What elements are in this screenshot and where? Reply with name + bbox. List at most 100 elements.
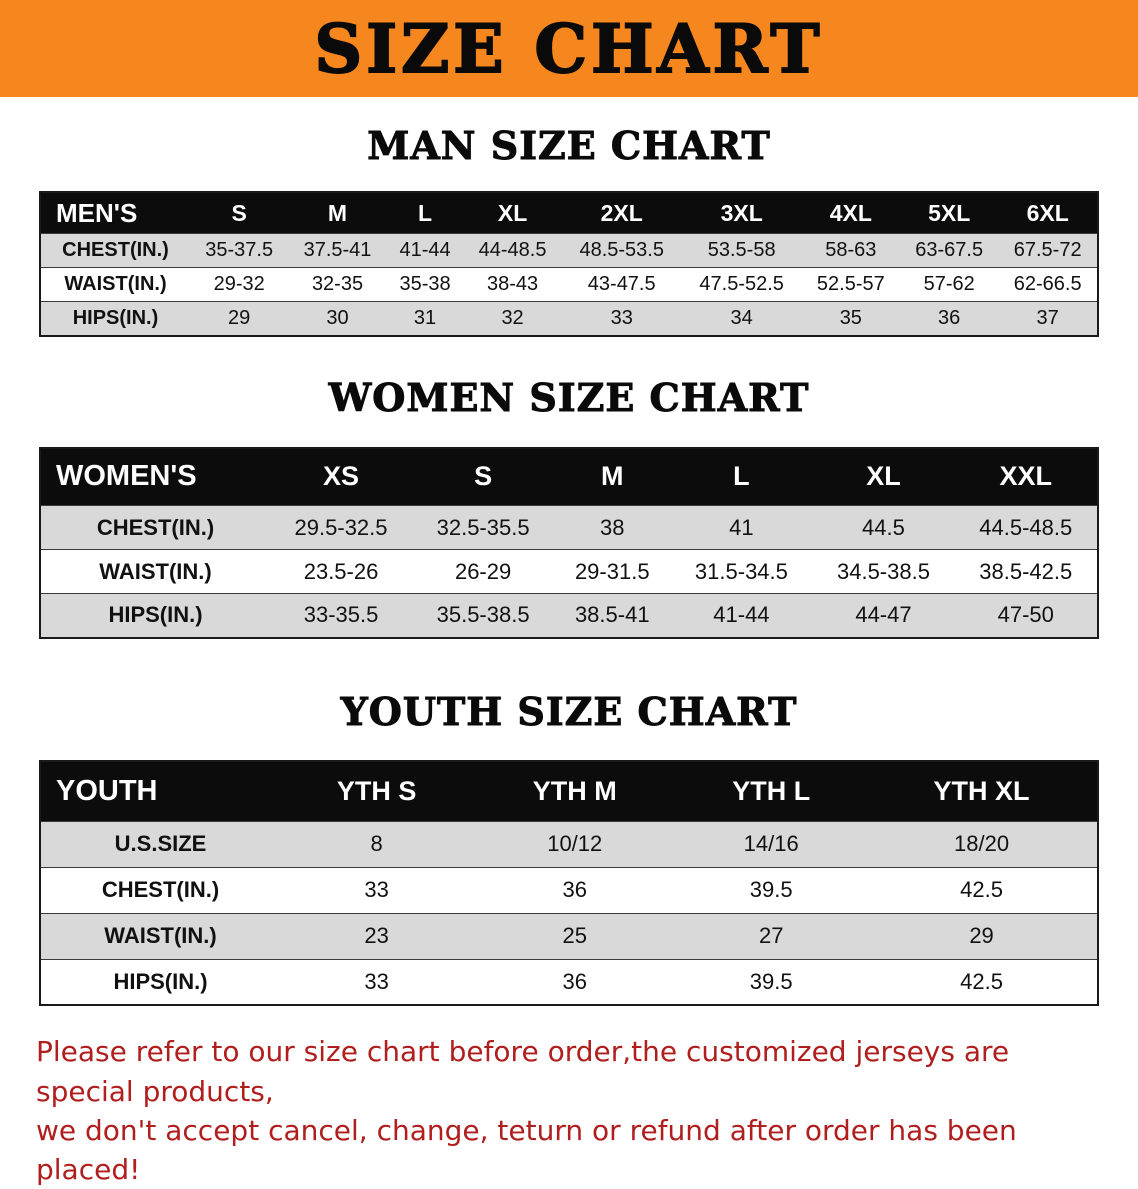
size-value: 33 [610, 307, 633, 330]
size-value: 27 [758, 923, 784, 949]
size-value: 18/20 [954, 831, 1010, 857]
size-value: 33 [364, 877, 389, 903]
table-corner-label: MEN'S [40, 191, 190, 234]
size-value: 42.5 [960, 969, 1003, 995]
size-value: 30 [326, 307, 349, 330]
size-column-header: L [670, 447, 813, 506]
size-value: 38.5-42.5 [979, 558, 1073, 584]
table-row: HIPS(IN.) 33 36 39.5 42.5 [40, 959, 1098, 1006]
size-column-header: XXL [954, 447, 1098, 506]
table-row: HIPS(IN.) 29 30 31 32 33 34 35 36 37 [40, 301, 1098, 336]
size-column-header: YTH XL [866, 761, 1098, 822]
size-value: 38.5-41 [574, 602, 650, 628]
size-value: 35 [839, 307, 862, 330]
size-value: 41 [729, 514, 754, 540]
size-value: 29 [969, 923, 994, 949]
row-label: U.S.SIZE [114, 831, 207, 857]
size-column-header: 5XL [899, 191, 999, 234]
size-value: 34.5-38.5 [836, 558, 930, 584]
youth-section-heading: YOUTH SIZE CHART [340, 688, 798, 734]
size-column-header: YTH S [280, 761, 474, 822]
size-value: 44.5-48.5 [979, 514, 1073, 540]
size-value: 23.5-26 [303, 558, 379, 584]
size-value: 42.5 [960, 877, 1003, 903]
size-column-header: L [386, 191, 464, 234]
table-row: CHEST(IN.) 35-37.5 37.5-41 41-44 44-48.5 48.5… [40, 233, 1098, 268]
size-value: 36 [938, 307, 961, 330]
youth-size-table: YOUTH YTH S YTH M YTH L YTH XL U.S.SIZE 8 10/12… [39, 760, 1099, 1007]
size-column-header: M [288, 191, 387, 234]
table-row: CHEST(IN.) 33 36 39.5 42.5 [40, 867, 1098, 914]
men-size-table: MEN'S S M L XL 2XL 3XL 4XL 5XL 6XL CHEST(IN.) 35-37… [39, 190, 1099, 337]
size-column-header: S [190, 191, 289, 234]
size-value: 39.5 [749, 877, 793, 903]
size-value: 67.5-72 [1013, 239, 1082, 262]
size-chart-banner: SIZE CHART [0, 0, 1138, 97]
women-table-wrap: WOMEN'S XS S M L XL XXL CHEST(IN.) 29.5-32.5 32.5… [39, 446, 1099, 639]
table-row: WAIST(IN.) 29-32 32-35 35-38 38-43 43-47.5 47.… [40, 267, 1098, 302]
table-corner-label: YOUTH [40, 761, 280, 822]
size-value: 39.5 [749, 969, 793, 995]
women-section: WOMEN SIZE CHART WOMEN'S XS S M L XL XXL CHEST(… [0, 374, 1138, 639]
size-value: 41-44 [713, 602, 770, 628]
size-value: 37.5-41 [303, 239, 372, 262]
size-column-header: XL [812, 447, 955, 506]
youth-section: YOUTH SIZE CHART YOUTH YTH S YTH M YTH L YTH… [0, 688, 1138, 1007]
size-column-header: YTH M [473, 761, 677, 822]
order-policy-line-1: Please refer to our size chart before or… [36, 1035, 1010, 1108]
men-section: MAN SIZE CHART MEN'S S M L XL 2XL 3XL 4XL 5XL 6XL… [0, 123, 1138, 337]
size-value: 35.5-38.5 [436, 602, 530, 628]
youth-table-wrap: YOUTH YTH S YTH M YTH L YTH XL U.S.SIZE 8 10/12… [39, 760, 1099, 1007]
size-value: 41-44 [399, 239, 451, 262]
page-title: SIZE CHART [314, 9, 824, 88]
size-value: 33 [364, 969, 389, 995]
size-value: 37 [1036, 307, 1059, 330]
size-column-header: XL [463, 191, 562, 234]
table-row: WAIST(IN.) 23 25 27 29 [40, 913, 1098, 960]
row-label: WAIST(IN.) [104, 923, 217, 949]
size-column-header: 6XL [998, 191, 1098, 234]
size-value: 25 [562, 923, 587, 949]
size-value: 14/16 [743, 831, 799, 857]
size-value: 8 [370, 831, 383, 857]
size-value: 34 [730, 307, 753, 330]
size-value: 23 [364, 923, 389, 949]
size-value: 57-62 [923, 273, 975, 296]
size-value: 44.5 [862, 514, 905, 540]
size-value: 43-47.5 [587, 273, 656, 296]
table-header-row: WOMEN'S XS S M L XL XXL [40, 447, 1098, 506]
size-value: 35-37.5 [205, 239, 274, 262]
women-section-heading: WOMEN SIZE CHART [328, 374, 810, 420]
size-value: 32 [501, 307, 524, 330]
row-label: HIPS(IN.) [113, 969, 208, 995]
size-column-header: 4XL [801, 191, 900, 234]
table-row: HIPS(IN.) 33-35.5 35.5-38.5 38.5-41 41-44 44-… [40, 593, 1098, 638]
size-value: 26-29 [454, 558, 512, 584]
size-value: 35-38 [399, 273, 451, 296]
size-column-header: 2XL [561, 191, 682, 234]
table-row: WAIST(IN.) 23.5-26 26-29 29-31.5 31.5-34.5 34… [40, 549, 1098, 594]
size-value: 31 [413, 307, 437, 330]
table-row: CHEST(IN.) 29.5-32.5 32.5-35.5 38 41 44.5 44.5… [40, 505, 1098, 550]
row-label: HIPS(IN.) [72, 307, 159, 330]
size-value: 29 [228, 307, 251, 330]
size-value: 10/12 [547, 831, 603, 857]
size-value: 47.5-52.5 [699, 273, 784, 296]
size-value: 48.5-53.5 [579, 239, 664, 262]
size-column-header: XS [270, 447, 413, 506]
size-value: 38-43 [486, 273, 539, 296]
size-value: 63-67.5 [915, 239, 984, 262]
row-label: WAIST(IN.) [64, 273, 167, 296]
men-section-heading: MAN SIZE CHART [367, 123, 771, 168]
size-column-header: S [412, 447, 555, 506]
size-value: 53.5-58 [707, 239, 776, 262]
size-value: 29.5-32.5 [294, 514, 388, 540]
size-value: 38 [600, 514, 625, 540]
women-size-table: WOMEN'S XS S M L XL XXL CHEST(IN.) 29.5-32.5 32.5… [39, 446, 1099, 639]
table-row: U.S.SIZE 8 10/12 14/16 18/20 [40, 821, 1098, 868]
row-label: CHEST(IN.) [101, 877, 220, 903]
row-label: WAIST(IN.) [99, 558, 212, 584]
order-policy-notice: Please refer to our size chart before or… [0, 1032, 1138, 1189]
size-column-header: 3XL [681, 191, 802, 234]
size-value: 31.5-34.5 [694, 558, 788, 584]
